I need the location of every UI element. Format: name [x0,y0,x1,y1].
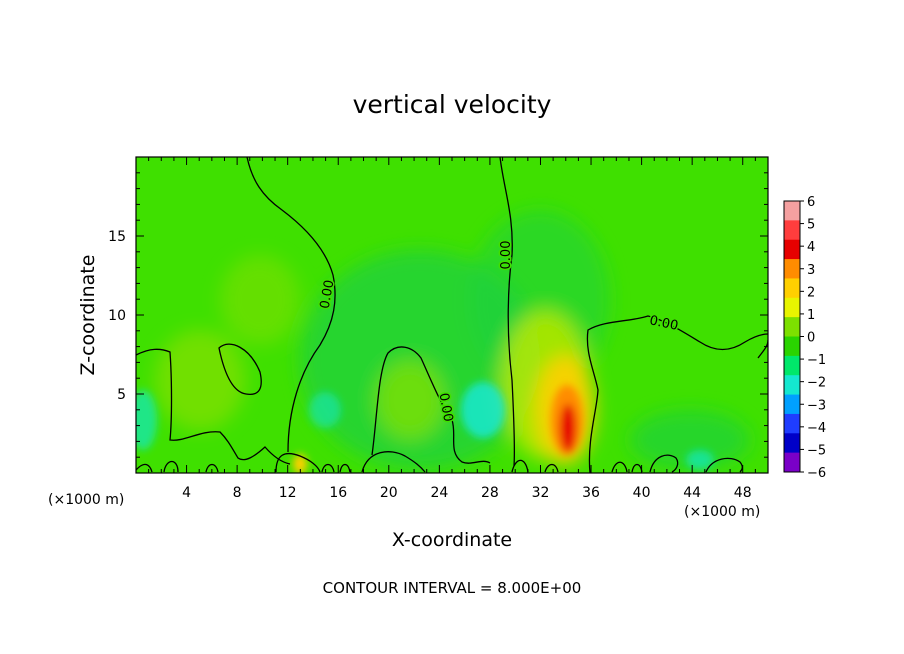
contour-label: 0.00 [318,279,338,310]
contour-line [339,463,351,473]
colorbar-swatch [784,278,800,299]
contour-line [136,348,291,465]
contour-line [611,461,628,473]
colorbar-label: 4 [807,240,815,255]
plot-area: 0.00 0.00 0.00 0.00 [136,157,768,473]
colorbar-label: 3 [807,263,815,278]
x-tick-label: 4 [182,485,191,501]
contour-line [163,460,179,473]
x-tick-label: 28 [481,485,499,501]
updraft-zone [155,330,245,430]
colorbar-swatch [784,433,800,454]
colorbar-label: 5 [807,218,815,233]
colorbar-swatch [784,394,800,415]
x-tick-label: 20 [380,485,398,501]
contour-line [705,457,743,473]
contour-line [246,157,336,453]
x-unit-left: (×1000 m) [48,492,124,508]
colorbar-label: 0 [807,331,815,346]
y-tick-label: 5 [117,387,126,403]
contour-line [205,463,219,473]
contour-line [511,459,529,473]
contour-line [649,454,679,473]
chart-title: vertical velocity [353,90,552,119]
colorbar-swatch [784,259,800,279]
contour-label: 0.00 [499,241,514,270]
y-tick-label: 15 [108,229,126,245]
colorbar-swatch [784,220,800,241]
updraft-zone [375,360,445,440]
updraft-core [293,454,307,473]
x-tick-label: 24 [430,485,448,501]
x-tick-label: 36 [582,485,600,501]
x-tick-label: 40 [633,485,651,501]
x-tick-label: 32 [532,485,550,501]
colorbar-label: −2 [807,376,826,391]
colorbar-swatch [784,355,800,376]
colorbar-swatch [784,452,800,473]
downdraft-core [136,390,157,450]
colorbar-swatch [784,201,800,221]
colorbar: 6 5 4 3 2 1 0 −1 −2 −3 −4 −5 −6 [783,195,826,481]
contour-line [371,346,491,464]
colorbar-swatch [784,297,800,318]
x-tick-label: 12 [279,485,297,501]
colorbar-label: −3 [807,398,826,413]
contour-line [499,157,516,467]
x-axis-label: X-coordinate [392,529,512,551]
y-axis-label: Z-coordinate [77,255,99,376]
contour-line [275,452,321,473]
colorbar-label: −1 [807,353,826,368]
contour-line [321,463,335,473]
x-tick-label: 48 [734,485,752,501]
contour-line [586,315,768,473]
contour-line [218,343,262,396]
zero-contours [136,157,768,473]
x-unit-right: (×1000 m) [684,504,760,520]
y-tick-label: 10 [108,308,126,324]
contour-line [544,463,559,473]
neutral-zone [630,410,750,470]
colorbar-label: 6 [807,195,815,210]
colorbar-swatch [784,317,800,337]
contour-interval: CONTOUR INTERVAL = 8.000E+00 [323,579,582,597]
colorbar-swatch [784,375,800,396]
field-cores [136,382,714,473]
contour-line [361,451,426,473]
x-tick-label: 44 [683,485,701,501]
contour-label: 0.00 [436,392,456,423]
colorbar-swatch [784,336,800,357]
colorbar-label: −4 [807,421,826,436]
colorbar-label: −5 [807,443,826,458]
contour-labels: 0.00 0.00 0.00 0.00 [316,239,681,424]
colorbar-label: 1 [807,308,815,323]
colorbar-label: −6 [807,466,826,481]
colorbar-swatch [784,239,800,260]
x-tick-label: 8 [233,485,242,501]
colorbar-swatch [784,413,800,434]
contour-line [136,463,153,473]
downdraft-core [309,392,341,428]
colorbar-label: 2 [807,285,815,300]
downdraft-core [461,382,505,438]
updraft-core [560,404,576,452]
updraft-zone [220,255,300,345]
downdraft-core [686,450,714,470]
x-tick-label: 16 [329,485,347,501]
